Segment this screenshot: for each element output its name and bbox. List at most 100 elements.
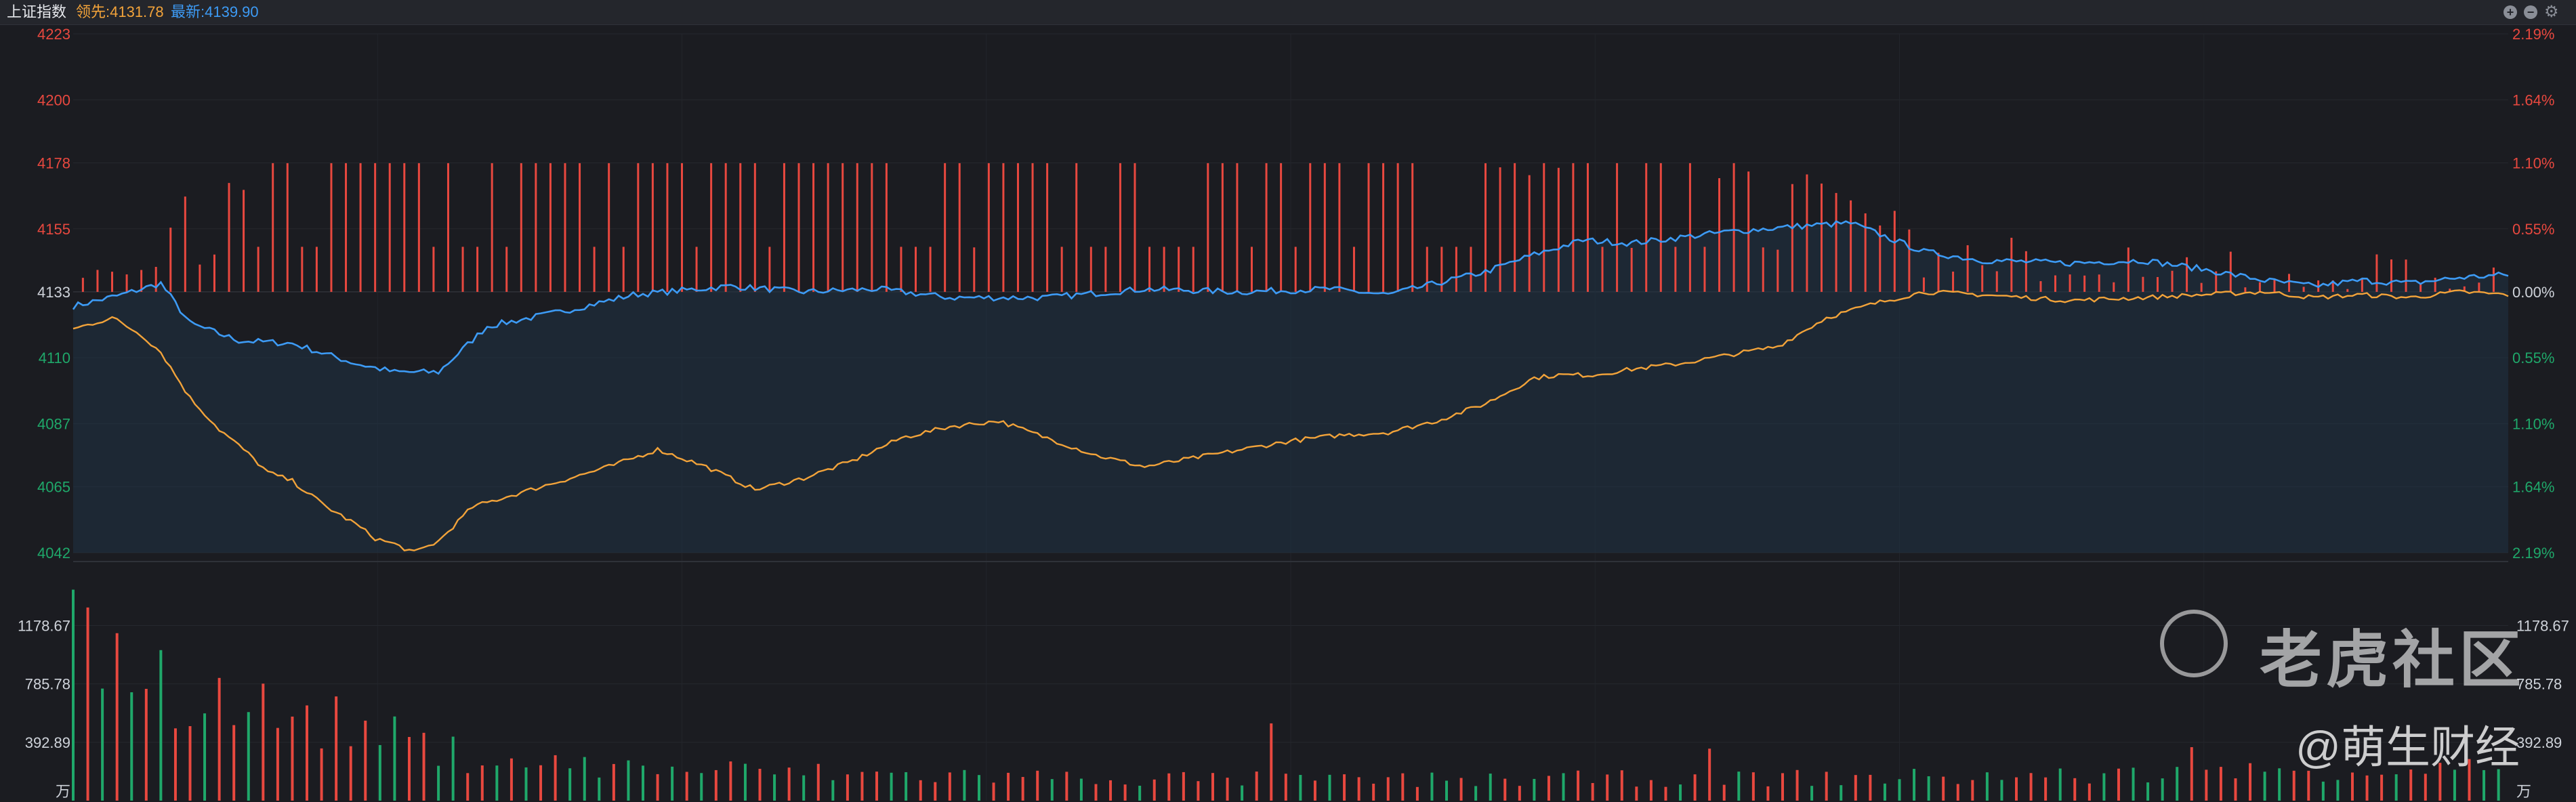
strength-bar (856, 163, 858, 292)
strength-bar (1616, 163, 1619, 292)
volume-bar (86, 607, 89, 801)
volume-bar (2497, 769, 2500, 801)
strength-bar (1265, 163, 1268, 292)
strength-bar (272, 163, 274, 292)
volume-bar (2219, 767, 2222, 801)
strength-bar (315, 247, 318, 292)
volume-bar (188, 726, 192, 801)
volume-bar (1372, 783, 1375, 801)
gear-icon[interactable]: ⚙ (2544, 3, 2559, 21)
volume-bar (2365, 775, 2369, 801)
volume-bar (2146, 782, 2150, 801)
volume-bar (2278, 768, 2281, 801)
strength-bar (1426, 247, 1428, 292)
strength-bar (1659, 163, 1662, 292)
volume-bar (890, 772, 893, 801)
strength-bar (417, 163, 420, 292)
strength-bar (1762, 247, 1764, 292)
strength-bar (1791, 184, 1793, 292)
volume-bar (641, 765, 644, 801)
strength-bar (1309, 163, 1312, 292)
strength-bar (1148, 247, 1151, 292)
volume-bar (2087, 783, 2091, 801)
strength-bar (768, 247, 771, 292)
pct-tick-label: 0.00% (2512, 284, 2554, 301)
price-tick-label: 4042 (37, 545, 70, 562)
volume-bar (335, 696, 338, 801)
volume-bar (671, 766, 674, 801)
strength-bar (2010, 238, 2013, 292)
price-lines (72, 220, 2509, 551)
volume-bar (627, 760, 630, 801)
strength-bar (2405, 259, 2407, 292)
volume-bar (714, 769, 718, 801)
volume-bar (1313, 780, 1316, 801)
strength-bar (228, 183, 230, 292)
strength-bar (666, 163, 669, 292)
volume-bar (1649, 780, 1653, 801)
pct-tick-label: 0.55% (2512, 221, 2554, 238)
volume-bar (554, 755, 557, 801)
strength-bar (1864, 213, 1867, 292)
strength-bar (1470, 247, 1472, 292)
strength-bar (1879, 225, 1882, 292)
plus-circle-icon[interactable]: + (2504, 5, 2517, 19)
strength-bar (345, 163, 348, 292)
volume-bar (598, 777, 601, 801)
volume-bar (2249, 763, 2252, 801)
volume-bar (101, 688, 104, 801)
latest-area-fill (73, 221, 2508, 553)
volume-bar (1328, 774, 1331, 801)
latest-value: 最新:4139.90 (171, 3, 259, 20)
volume-bar (1138, 785, 1142, 801)
minus-circle-icon[interactable]: − (2524, 5, 2537, 19)
strength-bar (330, 163, 333, 292)
strength-bar (593, 247, 596, 292)
strength-bar (2113, 282, 2115, 292)
intraday-chart[interactable]: 4223 2.19% 4200 1.64% 4178 1.10% 4155 0.55% 4133… (0, 24, 2576, 802)
strength-bar (1411, 163, 1414, 292)
volume-bar (393, 716, 396, 801)
volume-bar (1415, 786, 1419, 801)
strength-bar (944, 163, 947, 292)
strength-bar (2258, 282, 2261, 292)
volume-bar (1226, 778, 1229, 801)
volume-bar (1985, 772, 1989, 801)
volume-bar (743, 763, 747, 801)
volume-bar (1152, 779, 1156, 801)
strength-bar (81, 278, 84, 292)
strength-bar (1557, 167, 1560, 292)
watermark-author: @萌生财经 (2295, 722, 2520, 772)
buy-sell-strength-bars (81, 163, 2495, 292)
strength-bar (213, 254, 215, 292)
volume-bar (349, 746, 352, 801)
strength-bar (1455, 247, 1457, 292)
volume-bar (1065, 772, 1068, 801)
volume-bar (495, 765, 499, 801)
pct-tick-label: 1.10% (2512, 416, 2554, 433)
strength-bar (2069, 274, 2071, 292)
price-tick-label: 4223 (37, 26, 70, 43)
strength-bar (96, 270, 99, 292)
volume-bar (977, 775, 980, 801)
volume-bar (437, 765, 440, 801)
strength-bar (2024, 251, 2027, 292)
volume-bar (1869, 774, 1872, 801)
pct-tick-label: 2.19% (2512, 26, 2554, 43)
strength-bar (1192, 247, 1194, 292)
strength-bar (2273, 279, 2276, 292)
volume-bar (1751, 772, 1755, 801)
strength-bar (1163, 247, 1165, 292)
strength-bar (1178, 247, 1180, 292)
strength-bar (1995, 271, 1998, 292)
strength-bar (505, 247, 508, 292)
strength-bar (1338, 163, 1341, 292)
strength-bar (1820, 183, 1823, 292)
volume-bar (2205, 769, 2208, 801)
volume-bar (2029, 773, 2033, 801)
strength-bar (973, 247, 976, 292)
strength-bar (1908, 229, 1911, 292)
volume-bar (1343, 774, 1346, 801)
strength-bar (1031, 163, 1034, 292)
strength-bar (476, 247, 479, 292)
